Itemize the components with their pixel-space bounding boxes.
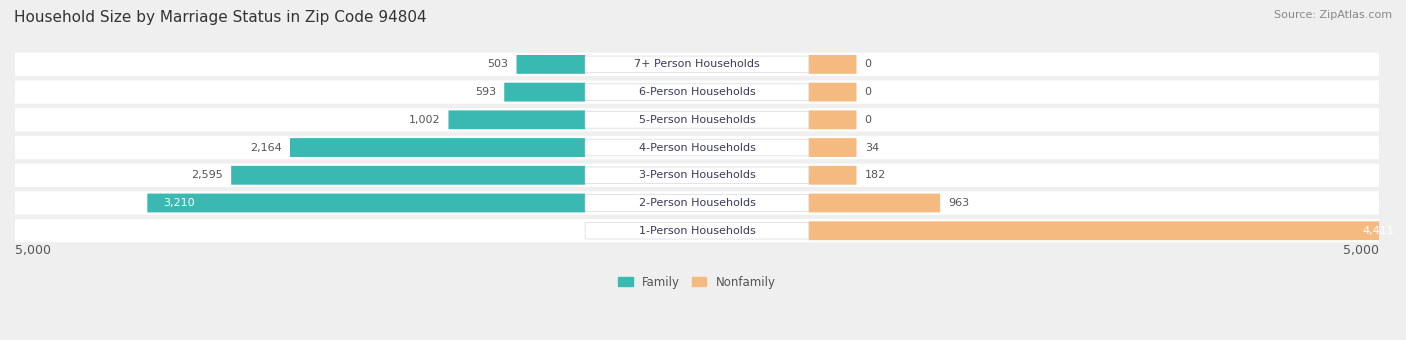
FancyBboxPatch shape bbox=[15, 108, 1379, 132]
Text: 2,164: 2,164 bbox=[250, 142, 281, 153]
FancyBboxPatch shape bbox=[808, 166, 856, 185]
FancyBboxPatch shape bbox=[231, 166, 585, 185]
Text: 0: 0 bbox=[865, 87, 872, 97]
Text: Household Size by Marriage Status in Zip Code 94804: Household Size by Marriage Status in Zip… bbox=[14, 10, 426, 25]
Text: 182: 182 bbox=[865, 170, 886, 180]
Text: Source: ZipAtlas.com: Source: ZipAtlas.com bbox=[1274, 10, 1392, 20]
FancyBboxPatch shape bbox=[808, 193, 941, 212]
Text: 3,210: 3,210 bbox=[163, 198, 195, 208]
Text: 1,002: 1,002 bbox=[409, 115, 440, 125]
Text: 5-Person Households: 5-Person Households bbox=[638, 115, 755, 125]
Text: 0: 0 bbox=[865, 115, 872, 125]
Text: 6-Person Households: 6-Person Households bbox=[638, 87, 755, 97]
Legend: Family, Nonfamily: Family, Nonfamily bbox=[613, 271, 780, 293]
FancyBboxPatch shape bbox=[15, 136, 1379, 159]
Text: 593: 593 bbox=[475, 87, 496, 97]
FancyBboxPatch shape bbox=[808, 55, 856, 74]
Text: 963: 963 bbox=[948, 198, 970, 208]
Text: 4-Person Households: 4-Person Households bbox=[638, 142, 755, 153]
Text: 0: 0 bbox=[865, 59, 872, 69]
Text: 2,595: 2,595 bbox=[191, 170, 224, 180]
Text: 5,000: 5,000 bbox=[1343, 244, 1379, 257]
FancyBboxPatch shape bbox=[585, 139, 808, 156]
FancyBboxPatch shape bbox=[808, 138, 856, 157]
FancyBboxPatch shape bbox=[585, 56, 808, 73]
FancyBboxPatch shape bbox=[15, 81, 1379, 104]
FancyBboxPatch shape bbox=[585, 84, 808, 100]
FancyBboxPatch shape bbox=[585, 167, 808, 184]
FancyBboxPatch shape bbox=[585, 195, 808, 211]
Text: 5,000: 5,000 bbox=[15, 244, 51, 257]
Text: 2-Person Households: 2-Person Households bbox=[638, 198, 755, 208]
FancyBboxPatch shape bbox=[290, 138, 585, 157]
FancyBboxPatch shape bbox=[148, 193, 585, 212]
Text: 4,411: 4,411 bbox=[1362, 226, 1393, 236]
FancyBboxPatch shape bbox=[15, 191, 1379, 215]
Text: 34: 34 bbox=[865, 142, 879, 153]
Text: 7+ Person Households: 7+ Person Households bbox=[634, 59, 759, 69]
FancyBboxPatch shape bbox=[15, 53, 1379, 76]
FancyBboxPatch shape bbox=[15, 164, 1379, 187]
FancyBboxPatch shape bbox=[808, 83, 856, 102]
FancyBboxPatch shape bbox=[505, 83, 585, 102]
FancyBboxPatch shape bbox=[585, 222, 808, 239]
FancyBboxPatch shape bbox=[15, 219, 1379, 242]
Text: 1-Person Households: 1-Person Households bbox=[638, 226, 755, 236]
FancyBboxPatch shape bbox=[449, 110, 585, 129]
Text: 503: 503 bbox=[488, 59, 509, 69]
FancyBboxPatch shape bbox=[808, 221, 1406, 240]
FancyBboxPatch shape bbox=[808, 110, 856, 129]
FancyBboxPatch shape bbox=[585, 112, 808, 128]
FancyBboxPatch shape bbox=[516, 55, 585, 74]
Text: 3-Person Households: 3-Person Households bbox=[638, 170, 755, 180]
